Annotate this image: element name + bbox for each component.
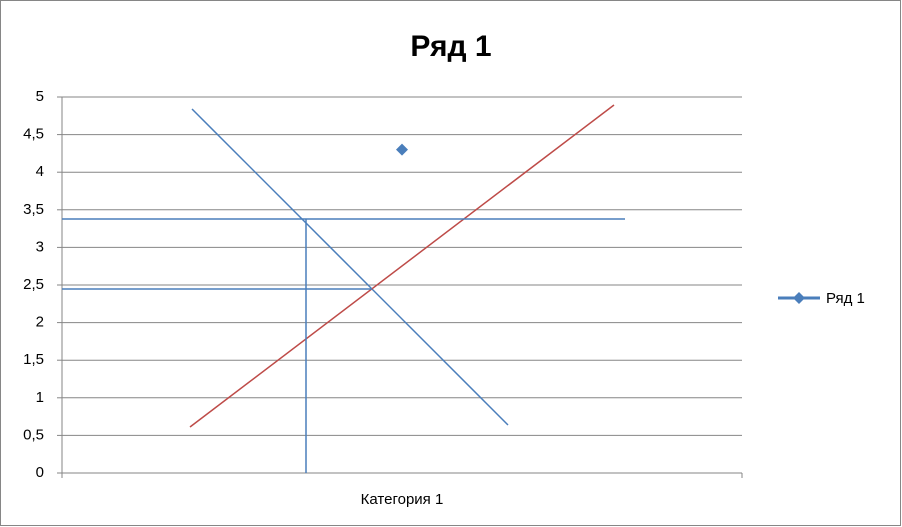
y-tick-label: 5: [36, 88, 44, 105]
y-tick-label: 3: [36, 238, 44, 255]
y-tick-label: 4,5: [23, 126, 44, 143]
y-tick-label: 1: [36, 389, 44, 406]
data-point: [396, 143, 408, 156]
y-tick-label: 0,5: [23, 426, 44, 443]
y-tick-label: 3,5: [23, 201, 44, 218]
y-tick-label: 2,5: [23, 276, 44, 293]
legend-marker: [793, 292, 805, 304]
x-tick-label: Категория 1: [361, 491, 444, 508]
chart-title: Ряд 1: [410, 30, 491, 63]
y-tick-label: 1,5: [23, 351, 44, 368]
y-tick-label: 0: [36, 464, 44, 481]
drawn-line: [189, 104, 615, 428]
drawn-line: [191, 108, 509, 426]
y-tick-label: 2: [36, 314, 44, 331]
y-tick-label: 4: [36, 163, 44, 180]
legend-label: Ряд 1: [826, 290, 865, 307]
annotation-shapes: [62, 104, 625, 473]
